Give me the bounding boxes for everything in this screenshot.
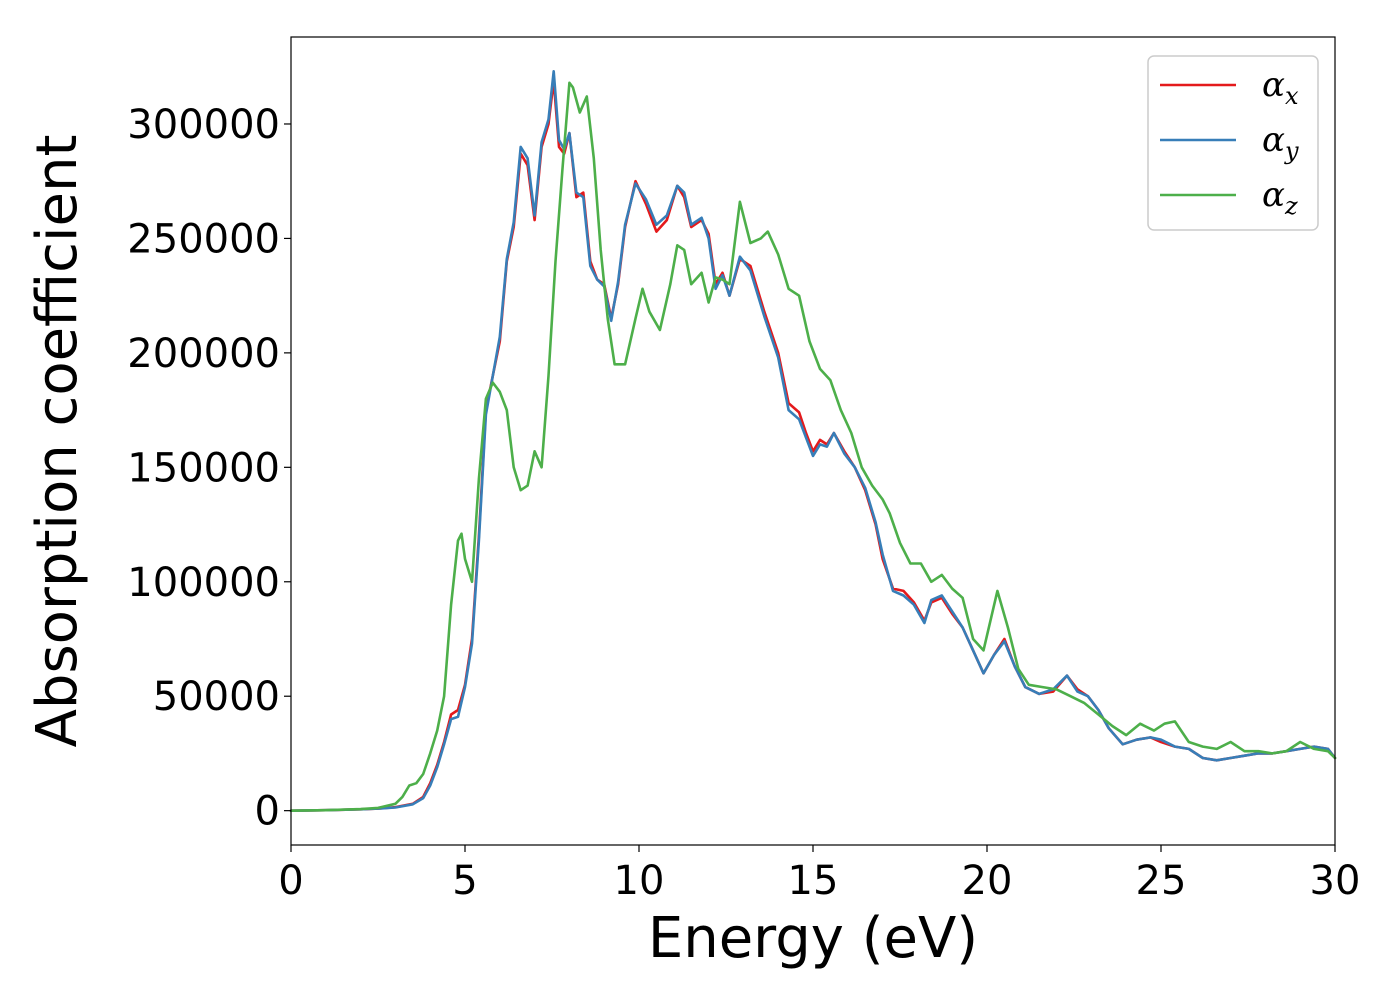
y-tick-label: 300000 [127, 102, 280, 148]
x-tick-label: 20 [962, 858, 1013, 904]
y-axis-title: Absorption coefficient [25, 135, 90, 748]
legend-frame [1147, 55, 1319, 231]
y-tick-label: 0 [255, 789, 280, 835]
y-axis: 0 50000 100000 150000 200000 250000 300000 [127, 102, 291, 835]
x-tick-label: 10 [614, 858, 665, 904]
x-axis-title: Energy (eV) [648, 906, 978, 971]
y-tick-label: 50000 [153, 674, 280, 720]
y-tick-label: 100000 [127, 560, 280, 606]
legend-label-alpha-x: αx [1262, 65, 1299, 110]
y-tick-label: 250000 [127, 216, 280, 262]
legend-label-alpha-y: αy [1262, 120, 1299, 165]
x-tick-label: 5 [452, 858, 477, 904]
legend-entries: αx αy αz [1160, 65, 1299, 220]
legend-label-alpha-z: αz [1262, 175, 1298, 220]
y-tick-label: 150000 [127, 445, 280, 491]
x-tick-label: 25 [1136, 858, 1187, 904]
y-tick-label: 200000 [127, 331, 280, 377]
x-tick-label: 0 [278, 858, 303, 904]
x-axis: 0 5 10 15 20 25 30 [278, 845, 1360, 904]
series-line-alpha-y [289, 70, 1337, 812]
series-line-alpha-z [289, 81, 1337, 812]
legend: αx αy αz [1147, 55, 1319, 231]
x-tick-label: 15 [788, 858, 839, 904]
series-layer [289, 70, 1337, 812]
x-tick-label: 30 [1310, 858, 1361, 904]
